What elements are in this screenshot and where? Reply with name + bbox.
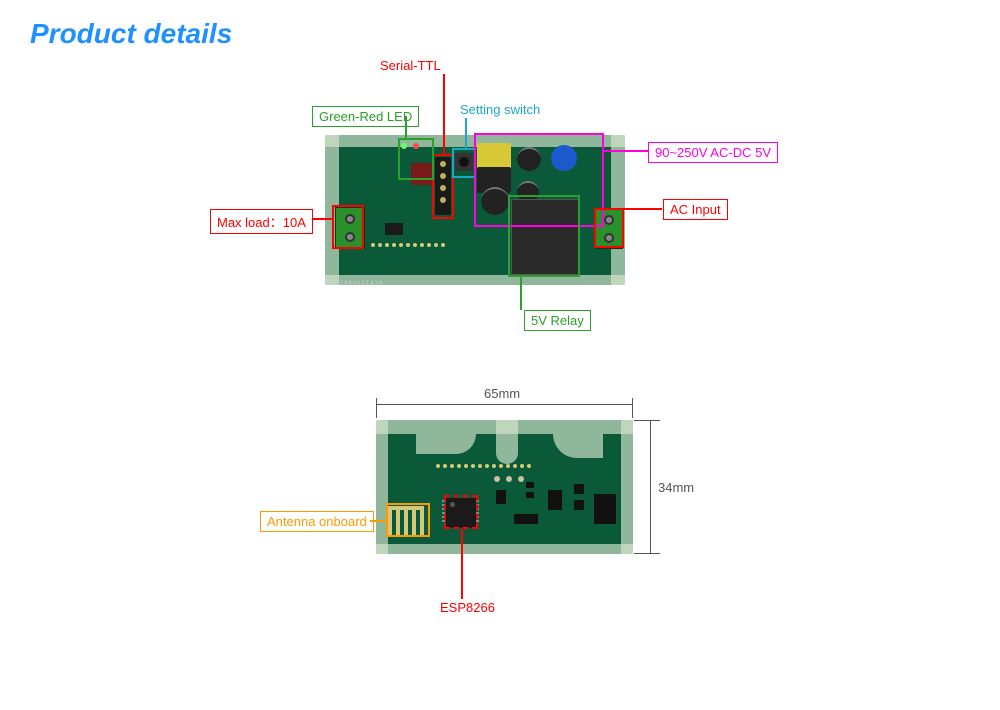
label-max-load: Max load：10A xyxy=(210,209,313,234)
box-max-load xyxy=(332,205,364,249)
box-antenna xyxy=(386,503,430,537)
dim-width-text: 65mm xyxy=(484,386,520,401)
label-acdc: 90~250V AC-DC 5V xyxy=(648,142,778,163)
label-relay: 5V Relay xyxy=(524,310,591,331)
label-serial-ttl: Serial-TTL xyxy=(380,58,441,73)
dim-width-line xyxy=(376,404,633,405)
page-title: Product details xyxy=(30,18,232,50)
label-esp8266: ESP8266 xyxy=(440,600,495,615)
label-ac-input: AC Input xyxy=(663,199,728,220)
box-ac-input xyxy=(594,208,624,248)
box-setting-switch xyxy=(452,148,476,178)
dim-height-text: 34mm xyxy=(658,480,694,495)
label-green-red-led: Green-Red LED xyxy=(312,106,419,127)
label-setting-switch: Setting switch xyxy=(460,102,540,117)
box-esp8266 xyxy=(444,495,478,529)
label-antenna: Antenna onboard xyxy=(260,511,374,532)
bottom-pin-row xyxy=(436,464,531,468)
dim-height-line xyxy=(650,420,651,554)
box-serial-ttl xyxy=(432,154,454,219)
box-relay xyxy=(508,195,580,277)
box-green-red-led xyxy=(398,138,434,180)
